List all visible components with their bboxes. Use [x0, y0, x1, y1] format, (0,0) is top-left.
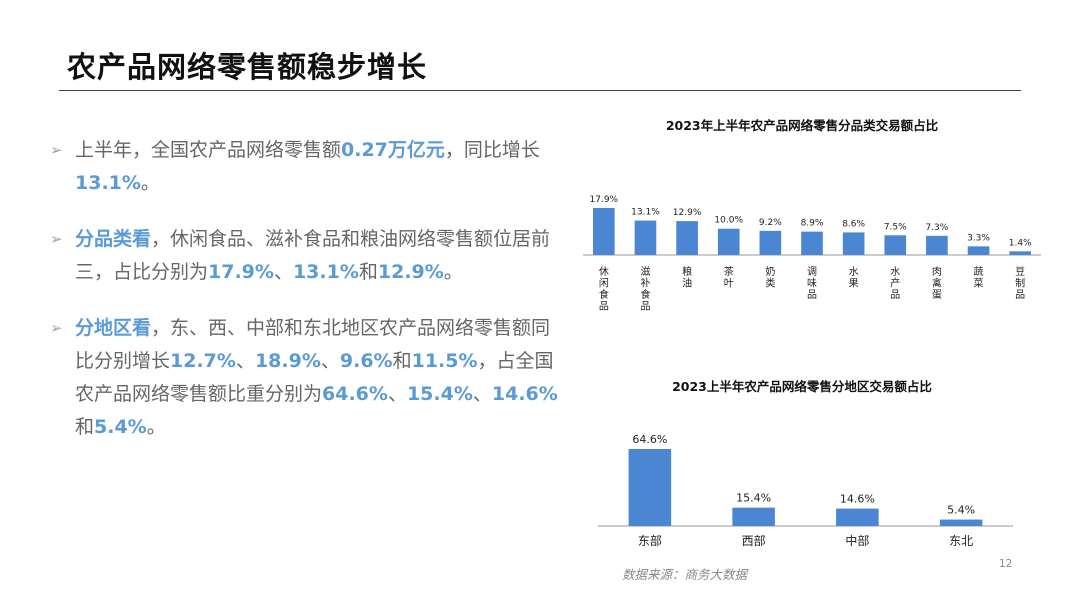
bullet-text: 、: [235, 350, 255, 372]
highlight-text: 11.5%: [411, 350, 478, 372]
highlight-text: 15.4%: [406, 383, 473, 405]
highlight-text: 17.9%: [208, 261, 274, 283]
title-divider: [59, 90, 1021, 91]
data-label: 9.2%: [759, 218, 782, 228]
bar: [884, 235, 907, 255]
bullet-text: 和: [358, 261, 378, 283]
category-label: 水产品: [890, 266, 900, 301]
bullet-text: 。: [140, 172, 160, 194]
bar: [967, 246, 990, 255]
bullet-text: 。: [146, 416, 166, 438]
highlight-text: 分地区看: [75, 317, 152, 339]
bullet-text: 、: [320, 350, 340, 372]
category-label: 调味品: [807, 266, 817, 301]
bullet-text: ，同比增长: [444, 139, 540, 161]
highlight-text: 13.1%: [75, 172, 141, 194]
data-source: 数据来源：商务大数据: [622, 567, 748, 582]
bullet-text: ，休闲食品、滋补食品和粮油网络零售额位居前三，占比分别为: [75, 228, 551, 283]
data-label: 8.9%: [801, 219, 824, 229]
bar: [676, 221, 698, 255]
highlight-text: 分品类看: [75, 228, 152, 250]
data-label: 8.6%: [842, 219, 865, 229]
category-label: 东北: [949, 534, 973, 548]
page-title: 农产品网络零售额稳步增长: [67, 50, 428, 84]
bar: [939, 519, 983, 526]
bullet-text: 、: [273, 261, 293, 283]
highlight-text: 13.1%: [292, 261, 359, 283]
data-label: 15.4%: [736, 492, 771, 505]
bullet-text: 。: [443, 261, 463, 283]
data-label: 13.1%: [631, 208, 660, 218]
bar: [836, 508, 879, 526]
category-label: 肉禽蛋: [932, 265, 942, 301]
highlight-text: 64.6%: [322, 383, 388, 405]
bullet-list: ➢ 上半年，全国农产品网络零售额0.27万亿元，同比增长13.1%。 ➢ 分品类看，休…: [50, 134, 560, 467]
bar: [759, 230, 782, 255]
arrow-bullet-icon: ➢: [50, 230, 63, 248]
bullet-text: ，占全国农产品网络零售额比重分别为: [75, 350, 554, 405]
category-label: 粮油: [682, 265, 692, 290]
category-label: 东部: [638, 533, 662, 548]
bullet-item: ➢ 分品类看，休闲食品、滋补食品和粮油网络零售额位居前三，占比分别为17.9%、1…: [50, 223, 560, 289]
highlight-text: 9.6%: [339, 350, 393, 372]
bar: [732, 507, 775, 526]
bullet-text: ，东、西、中部和东北地区农产品网络零售额同比分别增长: [75, 317, 551, 372]
data-label: 5.4%: [947, 504, 975, 517]
data-label: 7.3%: [925, 223, 948, 233]
category-label: 中部: [845, 533, 869, 548]
arrow-bullet-icon: ➢: [50, 319, 63, 337]
category-label: 奶类: [765, 266, 775, 290]
category-label: 茶叶: [724, 265, 734, 290]
bullet-text: 和: [75, 416, 95, 438]
highlight-text: 18.9%: [254, 350, 321, 372]
page-number: 12: [999, 558, 1013, 570]
category-label: 水果: [849, 266, 859, 290]
bullet-item: ➢ 上半年，全国农产品网络零售额0.27万亿元，同比增长 13.1%。: [50, 134, 560, 200]
highlight-text: 14.6%: [491, 383, 558, 405]
bar: [1009, 251, 1032, 255]
data-label: 1.4%: [1009, 238, 1032, 248]
data-label: 64.6%: [632, 433, 667, 446]
bar: [926, 235, 948, 255]
highlight-text: 0.27万亿元: [341, 139, 445, 161]
bar: [717, 228, 740, 255]
data-label: 10.0%: [714, 216, 743, 226]
category-label: 西部: [742, 533, 766, 548]
bar: [842, 232, 865, 255]
category-chart-title: 2023年上半年农产品网络零售分品类交易额占比: [665, 118, 939, 133]
arrow-bullet-icon: ➢: [50, 141, 63, 159]
bar: [801, 231, 823, 255]
bullet-text: 上半年，全国农产品网络零售额: [75, 139, 342, 161]
category-label: 豆制品: [1015, 266, 1025, 301]
region-chart-title: 2023上半年农产品网络零售分地区交易额占比: [672, 379, 932, 394]
bullet-text: 、: [472, 383, 492, 405]
category-label: 蔬菜: [974, 266, 984, 290]
bullet-text: 和: [392, 350, 412, 372]
category-label: 滋补食品: [640, 265, 650, 313]
data-label: 7.5%: [884, 222, 907, 232]
highlight-text: 12.7%: [170, 350, 236, 372]
bar: [628, 449, 672, 526]
category-label: 休闲食品: [599, 266, 609, 313]
bar: [592, 208, 615, 255]
data-label: 17.9%: [590, 195, 619, 205]
bullet-item: ➢ 分地区看，东、西、中部和东北地区农产品网络零售额同比分别增长12.7%、18.…: [50, 312, 560, 444]
highlight-text: 5.4%: [94, 416, 147, 438]
data-label: 3.3%: [967, 233, 990, 243]
data-label: 14.6%: [840, 493, 875, 506]
highlight-text: 12.9%: [377, 261, 444, 283]
bar: [634, 220, 657, 255]
data-label: 12.9%: [673, 208, 702, 218]
bullet-text: 、: [387, 383, 407, 405]
